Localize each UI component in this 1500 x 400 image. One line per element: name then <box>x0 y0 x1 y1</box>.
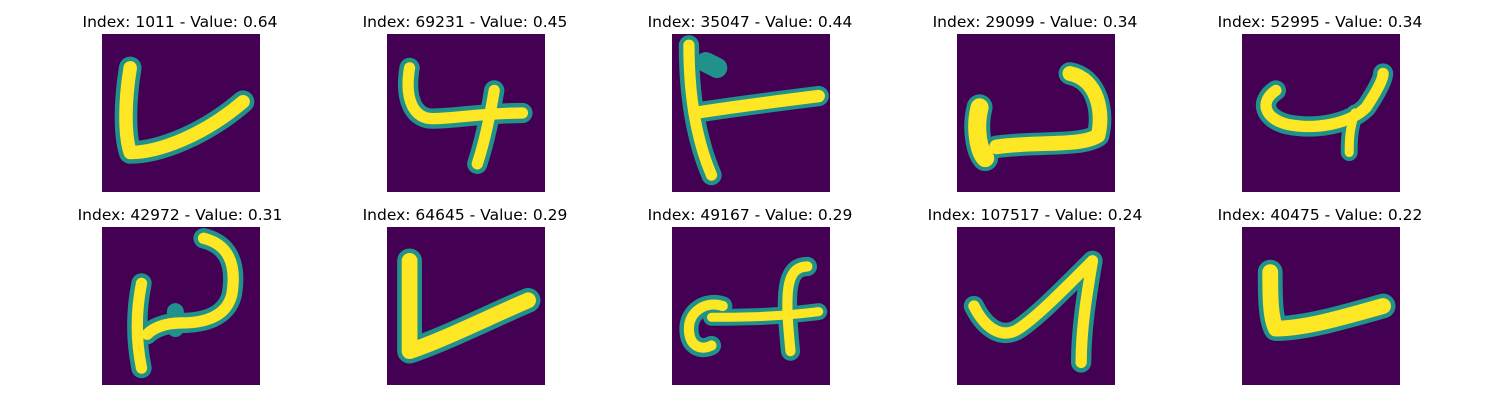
grid-panel-9: Index: 107517 - Value: 0.24 <box>880 205 1190 395</box>
panel-title: Index: 49167 - Value: 0.29 <box>647 206 853 224</box>
grid-panel-8: Index: 49167 - Value: 0.29 <box>595 205 905 395</box>
panel-title: Index: 52995 - Value: 0.34 <box>1217 13 1423 31</box>
digit-image <box>387 34 545 192</box>
digit-image <box>672 227 830 385</box>
grid-panel-10: Index: 40475 - Value: 0.22 <box>1165 205 1475 395</box>
grid-panel-4: Index: 29099 - Value: 0.34 <box>880 12 1190 202</box>
digit-image <box>957 34 1115 192</box>
grid-panel-1: Index: 1011 - Value: 0.64 <box>25 12 335 202</box>
grid-panel-7: Index: 64645 - Value: 0.29 <box>310 205 620 395</box>
digit-image <box>102 34 260 192</box>
panel-title: Index: 107517 - Value: 0.24 <box>927 206 1143 224</box>
panel-title: Index: 69231 - Value: 0.45 <box>362 13 568 31</box>
panel-title: Index: 29099 - Value: 0.34 <box>932 13 1138 31</box>
digit-image <box>672 34 830 192</box>
digit-image <box>957 227 1115 385</box>
grid-panel-2: Index: 69231 - Value: 0.45 <box>310 12 620 202</box>
grid-panel-5: Index: 52995 - Value: 0.34 <box>1165 12 1475 202</box>
panel-title: Index: 35047 - Value: 0.44 <box>647 13 853 31</box>
grid-panel-3: Index: 35047 - Value: 0.44 <box>595 12 905 202</box>
panel-title: Index: 1011 - Value: 0.64 <box>82 13 278 31</box>
panel-title: Index: 42972 - Value: 0.31 <box>77 206 283 224</box>
digit-image <box>1242 34 1400 192</box>
grid-panel-6: Index: 42972 - Value: 0.31 <box>25 205 335 395</box>
digit-image <box>387 227 545 385</box>
panel-title: Index: 64645 - Value: 0.29 <box>362 206 568 224</box>
digit-image <box>102 227 260 385</box>
digit-image <box>1242 227 1400 385</box>
panel-title: Index: 40475 - Value: 0.22 <box>1217 206 1423 224</box>
